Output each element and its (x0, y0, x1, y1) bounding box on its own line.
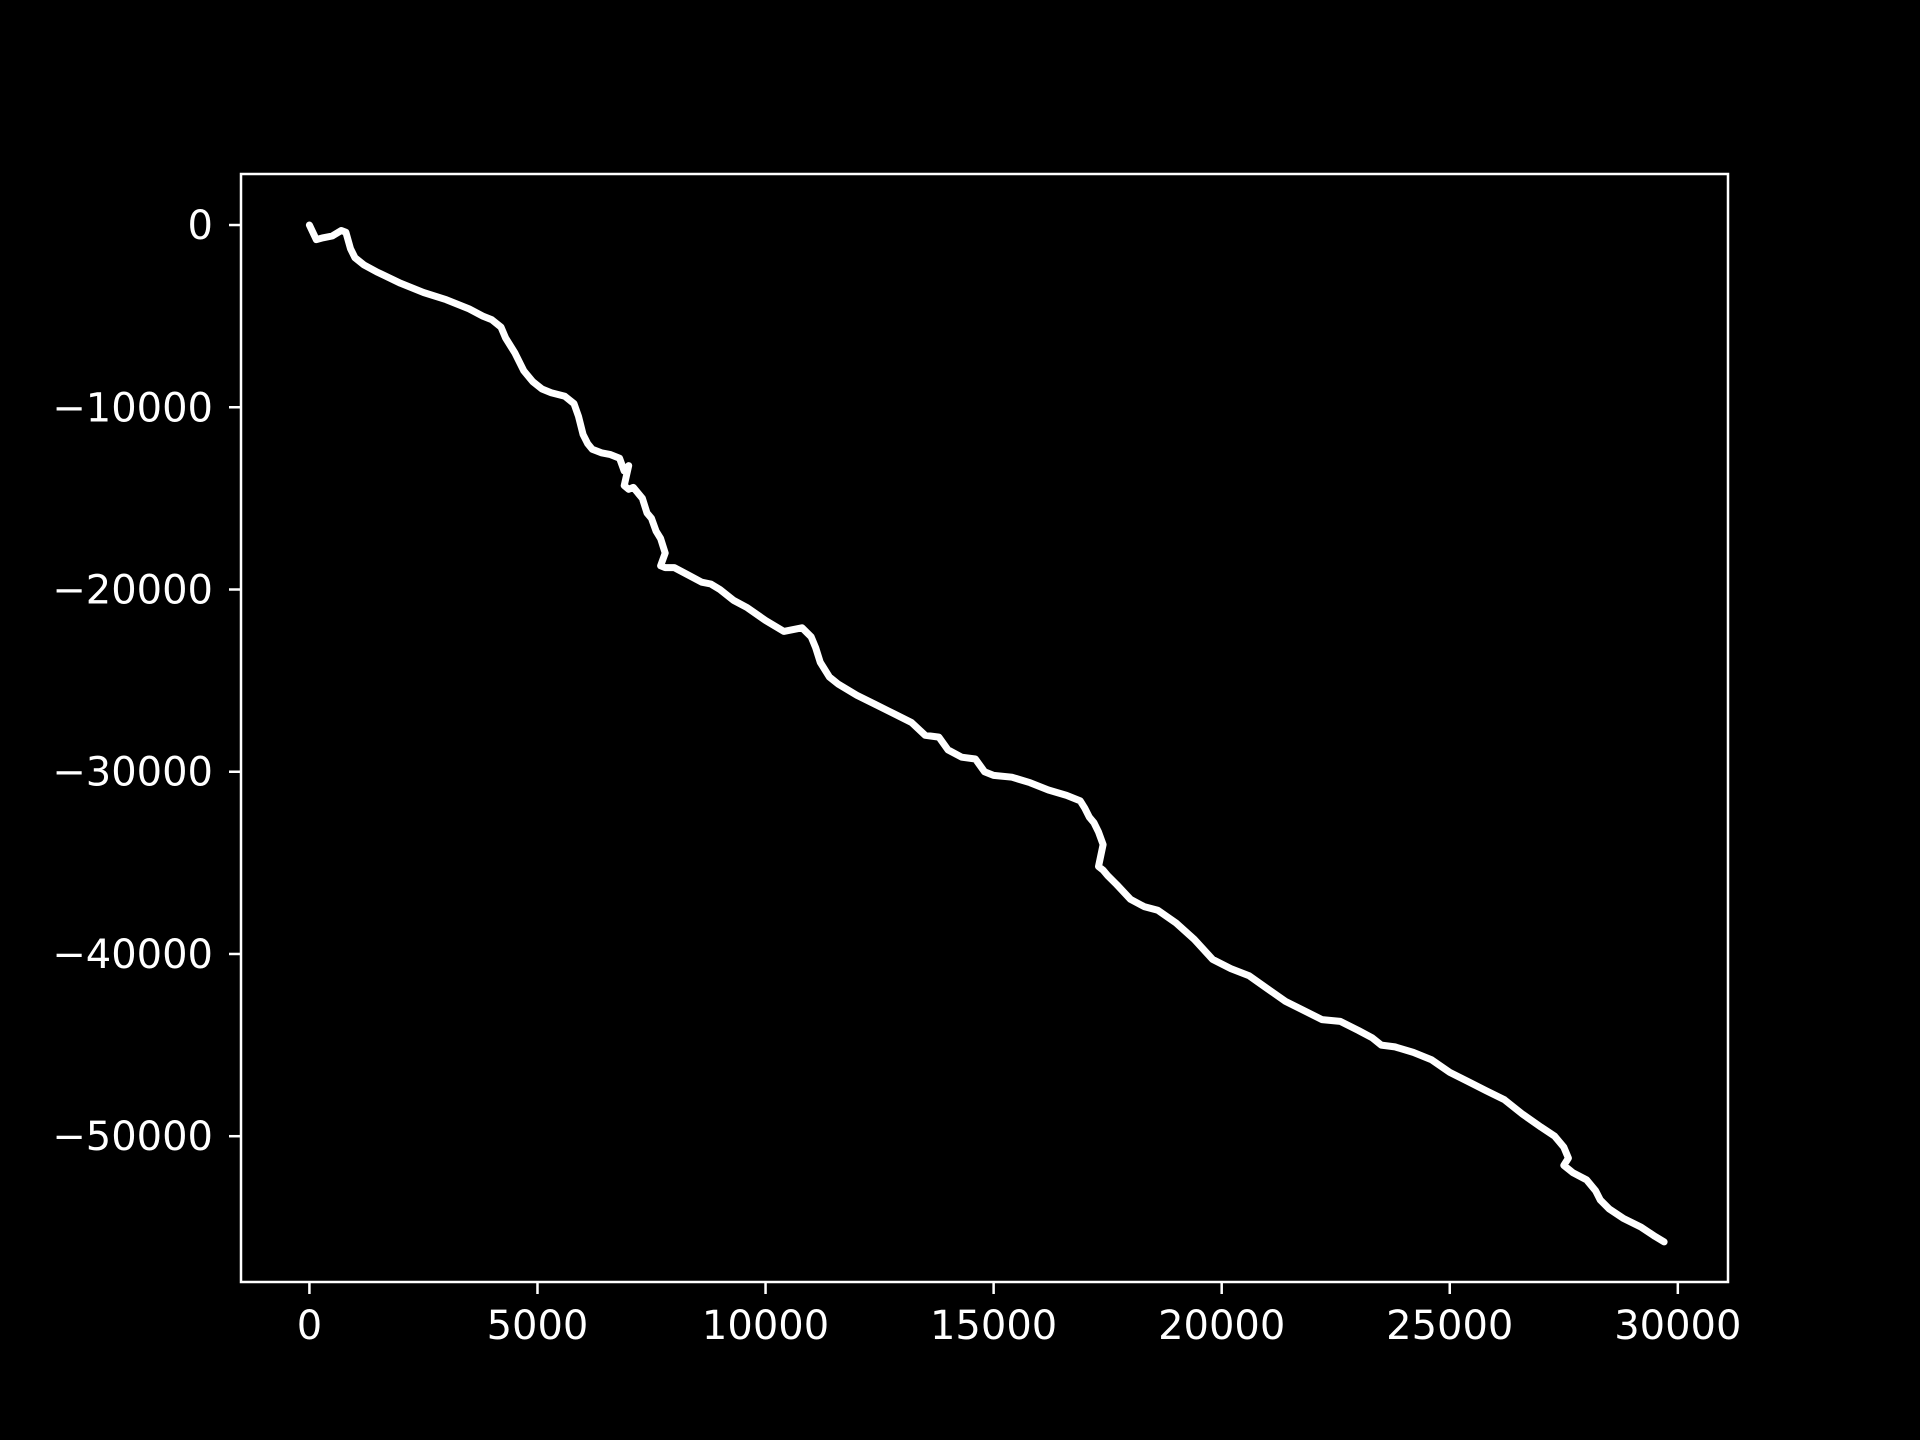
series-line (305, 221, 1668, 1246)
y-tick-label: −10000 (52, 385, 213, 431)
axes-frame (239, 172, 1730, 1284)
y-tick-label: −20000 (52, 568, 213, 614)
x-tick-label: 5000 (487, 1303, 589, 1349)
y-tick-label: −50000 (52, 1114, 213, 1160)
x-axis: 0 5000 10000 15000 20000 25000 30000 (297, 1282, 1741, 1349)
x-tick-label: 20000 (1158, 1303, 1285, 1349)
x-tick-label: 0 (297, 1303, 322, 1349)
x-tick-label: 30000 (1614, 1303, 1741, 1349)
y-axis: 0 −10000 −20000 −30000 −40000 −50000 (52, 203, 241, 1160)
x-tick-label: 15000 (930, 1303, 1057, 1349)
plot-area (305, 221, 1668, 1246)
y-tick-label: 0 (188, 203, 213, 249)
y-tick-label: −40000 (52, 932, 213, 978)
x-tick-label: 25000 (1386, 1303, 1513, 1349)
x-tick-label: 10000 (702, 1303, 829, 1349)
y-tick-label: −30000 (52, 750, 213, 796)
